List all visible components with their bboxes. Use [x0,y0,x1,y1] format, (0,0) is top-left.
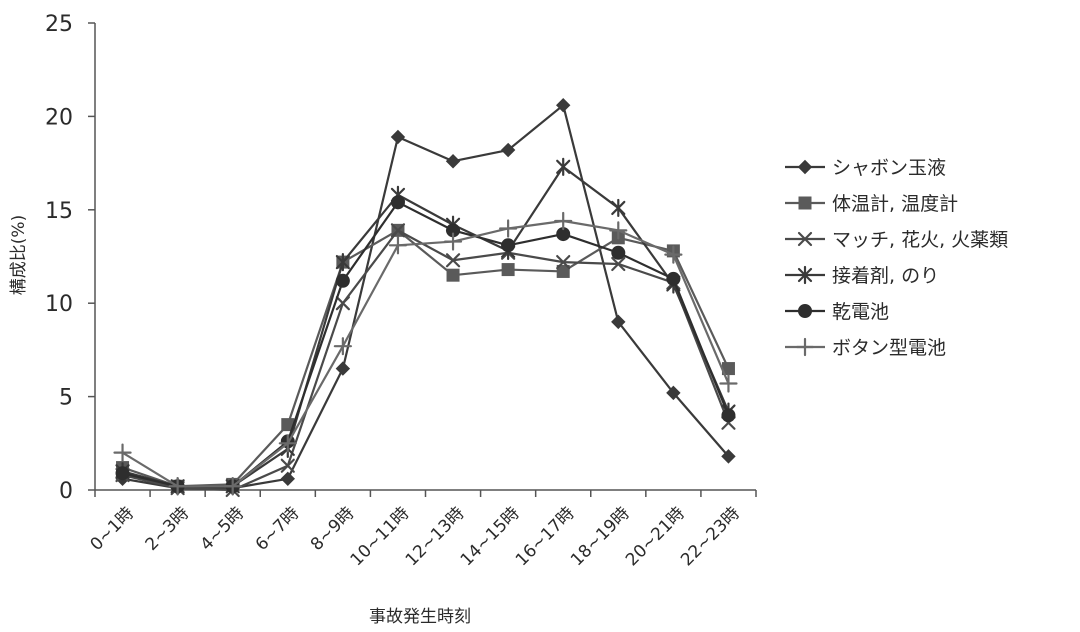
data-point [611,314,626,330]
x-tick-label: 2~3時 [142,503,194,555]
data-point [611,256,626,272]
data-point [664,245,683,264]
legend-label: 乾電池 [832,301,889,323]
x-tick-label: 12~13時 [402,503,469,570]
data-point [390,129,406,145]
series-1 [115,97,736,496]
series-line [122,104,730,490]
data-point [611,245,626,260]
legend-label: 接着剤, のり [832,265,939,287]
data-point [666,271,681,286]
x-tick-label: 4~5時 [197,503,249,555]
data-point [446,268,460,282]
data-point [556,97,571,113]
data-point [335,296,350,311]
y-tick-label: 15 [45,199,73,224]
data-point [445,253,461,268]
x-axis-title: 事故発生時刻 [369,607,471,627]
legend-item: 乾電池 [785,301,889,323]
data-point [335,361,351,376]
legend-item: 接着剤, のり [785,265,939,287]
data-point [223,477,242,496]
x-tick-label: 18~19時 [567,503,634,570]
y-tick-label: 20 [45,105,73,130]
data-point [113,443,132,462]
x-tick-label: 22~23時 [677,503,744,570]
legend-marker [798,196,812,210]
data-point [335,273,350,288]
data-point [719,374,738,393]
data-point [611,198,626,218]
series-lines [113,97,738,498]
data-point [501,238,516,253]
legend-marker [798,304,812,318]
x-tick-label: 16~17時 [512,503,579,570]
series-line [121,219,730,488]
x-tick-label: 14~15時 [457,503,524,570]
axes: 0 5 10 15 20 25 0~1時 2~3時 4~5時 6~7時 8~9時10~11時12~1… [45,12,757,570]
y-tick-label: 5 [59,386,73,411]
data-point [721,408,736,423]
data-point [443,232,463,251]
data-point [335,253,350,272]
legend-item: 体温計, 温度計 [785,193,958,215]
data-point [115,466,130,481]
data-point [280,471,295,486]
data-point [390,223,406,238]
data-point [666,385,681,401]
data-point [445,154,461,169]
legend-item: マッチ, 花火, 火薬類 [785,229,1008,251]
data-point [390,195,405,210]
series-line [122,165,730,488]
legend-label: マッチ, 花火, 火薬類 [832,229,1008,251]
data-point [554,211,573,231]
data-point [609,221,628,240]
data-point [168,477,187,496]
legend-label: シャボン玉液 [832,157,946,179]
series-6 [113,211,738,496]
y-tick-label: 0 [59,479,73,504]
legend-marker [797,265,813,285]
data-point [501,263,515,277]
data-point [500,142,516,158]
legend-marker [797,159,813,175]
legend-label: ボタン型電池 [832,337,946,359]
legend-marker [797,231,813,247]
x-tick-label: 8~9時 [307,503,359,555]
legend-item: ボタン型電池 [785,337,946,359]
x-tick-label: 10~11時 [347,503,414,570]
series-line [122,229,730,488]
x-tick-label: 0~1時 [87,503,139,555]
data-point [278,434,297,453]
series-4 [115,157,736,496]
y-axis-title: 構成比(%) [9,215,29,295]
data-point [721,449,736,464]
data-point [280,458,295,473]
data-point [556,255,571,270]
legend-marker [795,337,815,357]
legend-label: 体温計, 温度計 [832,193,958,215]
legend-item: シャボン玉液 [785,157,946,179]
y-tick-label: 10 [45,292,73,317]
x-tick-label: 6~7時 [252,503,304,555]
series-line [122,229,730,492]
data-point [333,337,352,356]
data-point [499,219,518,238]
data-point [556,264,570,278]
data-point [556,157,571,176]
y-tick-label: 25 [45,12,73,37]
x-tick-label: 20~21時 [622,503,689,570]
data-point [388,236,408,255]
